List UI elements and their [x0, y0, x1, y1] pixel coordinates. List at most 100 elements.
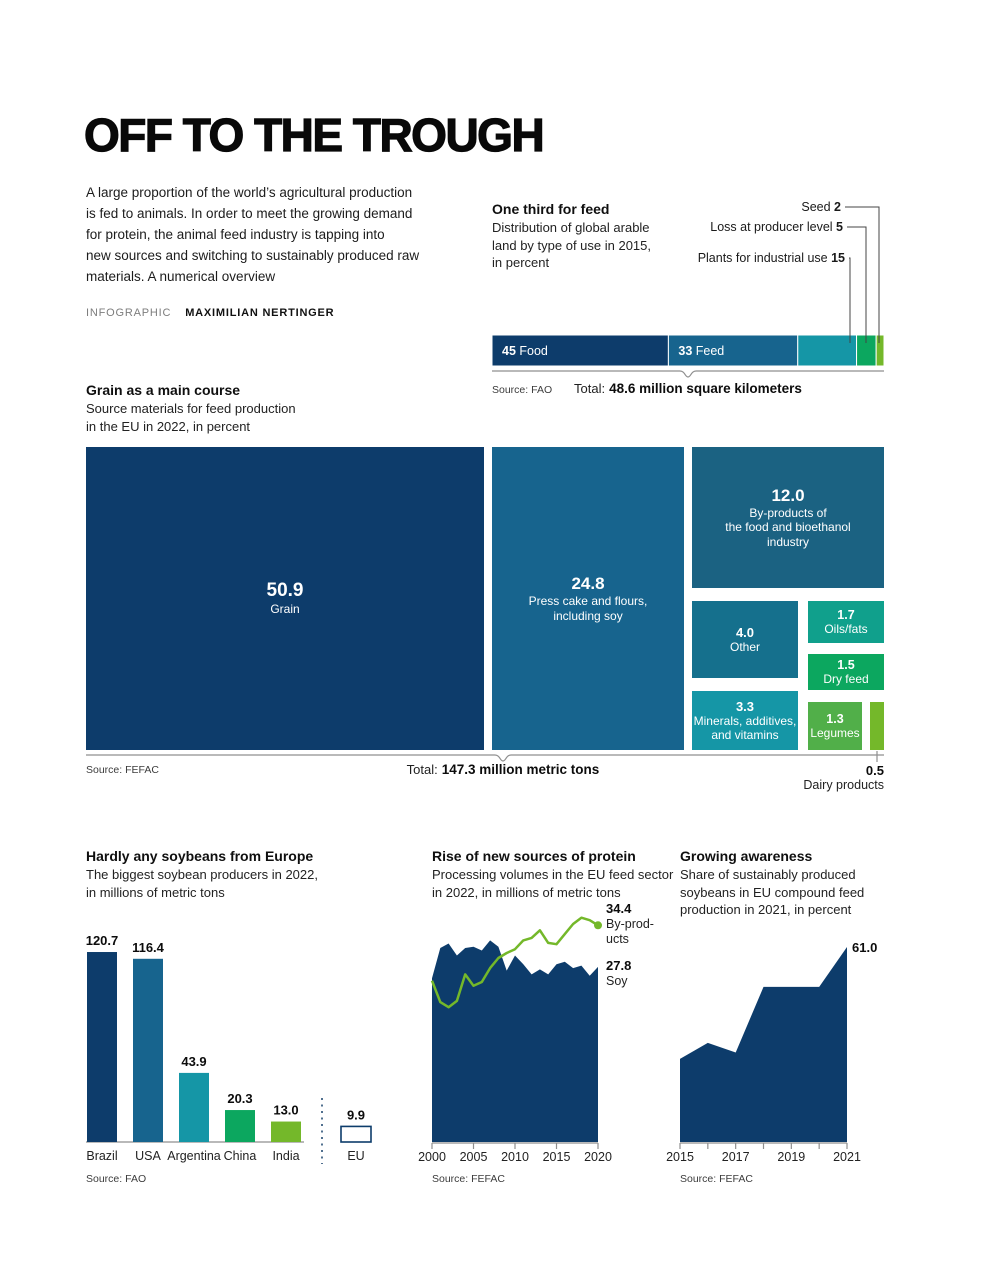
treemap-label-dry-feed: Dry feed [823, 671, 869, 686]
land-chart-total: Total: 48.6 million square kilometers [492, 381, 884, 396]
treemap-value-grain: 50.9 [266, 580, 304, 602]
land-segment-plants-for-industrial-use [797, 334, 858, 367]
land-chart-subtitle: Distribution of global arable land by ty… [492, 220, 652, 270]
awareness-area [680, 947, 847, 1142]
treemap-block-grain: 50.9 Grain [86, 447, 484, 750]
bar-label-argentina: Argentina [167, 1149, 221, 1163]
treemap-value-oils-fats: 1.7 [837, 607, 855, 622]
protein-tick-label-2005: 2005 [460, 1150, 488, 1164]
treemap-value-by-products: 12.0 [771, 485, 805, 505]
land-callout-line-loss-at-producer-level [847, 226, 867, 343]
bar-china [225, 1110, 255, 1142]
bar-usa [133, 958, 163, 1142]
treemap-block-by-products: 12.0 By-products of the food and bioethano… [692, 447, 884, 588]
land-total-brace [492, 370, 884, 378]
soybean-chart-subtitle: The biggest soybean producers in 2022, i… [86, 867, 318, 900]
soy-end-name: Soy [606, 974, 628, 988]
bar-value-usa: 116.4 [132, 940, 165, 955]
treemap-label-by-products: By-products of [749, 505, 827, 520]
protein-tick-label-2000: 2000 [418, 1150, 446, 1164]
land-chart-source: Source: FAO [492, 384, 553, 396]
land-callout-seed: Seed 2 [801, 200, 841, 214]
bar-label-brazil: Brazil [86, 1149, 117, 1163]
land-callout-line-seed [845, 206, 880, 343]
land-total-label: Total: [574, 381, 606, 396]
bar-value-eu: 9.9 [347, 1107, 365, 1122]
land-chart-title: One third for feed [492, 201, 610, 217]
treemap-total-label: Total: [406, 762, 438, 777]
treemap-label-grain: Grain [270, 602, 300, 617]
treemap-label-minerals: Minerals, additives, [693, 713, 797, 728]
awareness-tick-label-2021: 2021 [833, 1150, 861, 1164]
treemap-label-by-products: industry [766, 534, 810, 549]
treemap-label-oils-fats: Oils/fats [824, 621, 868, 636]
treemap-total: Total: 147.3 million metric tons [303, 762, 703, 777]
treemap-title: Grain as a main course [86, 382, 241, 398]
dairy-callout-value: 0.5 [865, 763, 884, 778]
byproducts-end-name: By-prod- ucts [606, 917, 654, 946]
bar-label-eu: EU [347, 1149, 364, 1163]
treemap-subtitle: Source materials for feed production in … [86, 401, 296, 434]
awareness-end-value: 61.0 [852, 940, 878, 955]
treemap-value-press-cake: 24.8 [571, 574, 605, 593]
bar-value-argentina: 43.9 [181, 1054, 206, 1069]
soy-area [432, 940, 598, 1142]
awareness-tick-label-2019: 2019 [777, 1150, 805, 1164]
awareness-chart-title: Growing awareness [680, 848, 813, 864]
intro-text: A large proportion of the world’s agricu… [86, 185, 420, 284]
treemap-value-other: 4.0 [735, 624, 755, 640]
bar-label-usa: USA [135, 1149, 161, 1163]
treemap-block-dry-feed: 1.5 Dry feed [808, 654, 884, 690]
soy-end-value: 27.8 [606, 958, 632, 973]
treemap-value-legumes: 1.3 [826, 711, 844, 726]
byline-label: INFOGRAPHIC [86, 307, 172, 319]
bar-value-brazil: 120.7 [86, 933, 119, 948]
dairy-callout-label: Dairy products [803, 778, 884, 792]
protein-tick-label-2020: 2020 [584, 1150, 612, 1164]
awareness-chart-source: Source: FEFAC [680, 1173, 753, 1185]
protein-chart-title: Rise of new sources of protein [432, 848, 636, 864]
treemap-label-other: Other [729, 639, 760, 654]
treemap-label-legumes: Legumes [810, 725, 860, 740]
protein-tick-label-2015: 2015 [543, 1150, 571, 1164]
soybean-chart-source: Source: FAO [86, 1173, 147, 1185]
land-segment-label-feed: 33 Feed [678, 344, 724, 358]
treemap-block-legumes: 1.3 Legumes [808, 702, 862, 750]
byline-author: MAXIMILIAN NERTINGER [185, 307, 335, 319]
soybean-chart-title: Hardly any soybeans from Europe [86, 848, 314, 864]
treemap-block-minerals: 3.3 Minerals, additives, and vitamins [692, 691, 798, 750]
treemap-label-by-products: the food and bioethanol [725, 520, 851, 535]
treemap-total-value: 147.3 million metric tons [441, 762, 600, 777]
land-segment-seed [875, 334, 885, 367]
bar-eu [340, 1125, 372, 1143]
treemap-source: Source: FEFAC [86, 764, 159, 776]
land-total-value: 48.6 million square kilometers [609, 381, 802, 396]
treemap-value-minerals: 3.3 [735, 698, 755, 714]
byproducts-line [430, 916, 599, 1009]
bar-value-india: 13.0 [273, 1103, 298, 1118]
bar-label-china: China [224, 1149, 257, 1163]
awareness-chart-subtitle: Share of sustainably produced soybeans i… [680, 867, 865, 917]
land-segment-food [491, 334, 669, 367]
protein-chart-source: Source: FEFAC [432, 1173, 505, 1185]
byproducts-end-value: 34.4 [606, 901, 632, 916]
treemap-label-minerals: and vitamins [711, 728, 779, 742]
treemap-block-other: 4.0 Other [692, 601, 798, 678]
land-segment-label-food: 45 Food [502, 344, 548, 358]
bar-india [271, 1121, 301, 1142]
page-title: OFF TO THE TROUGH [83, 108, 545, 161]
bar-brazil [87, 952, 117, 1142]
land-callout-loss-at-producer-level: Loss at producer level 5 [710, 220, 843, 234]
protein-chart-subtitle: Processing volumes in the EU feed sector… [432, 867, 674, 900]
protein-tick-label-2010: 2010 [501, 1150, 529, 1164]
bar-value-china: 20.3 [227, 1091, 252, 1106]
bar-label-india: India [272, 1149, 299, 1163]
byproducts-end-dot [594, 921, 602, 930]
treemap-label-press-cake: including soy [553, 608, 623, 623]
byline: INFOGRAPHIC MAXIMILIAN NERTINGER [86, 303, 334, 321]
treemap-total-brace [86, 754, 884, 762]
land-callout-line-plants-for-industrial-use [849, 257, 851, 343]
awareness-tick-label-2015: 2015 [666, 1150, 694, 1164]
